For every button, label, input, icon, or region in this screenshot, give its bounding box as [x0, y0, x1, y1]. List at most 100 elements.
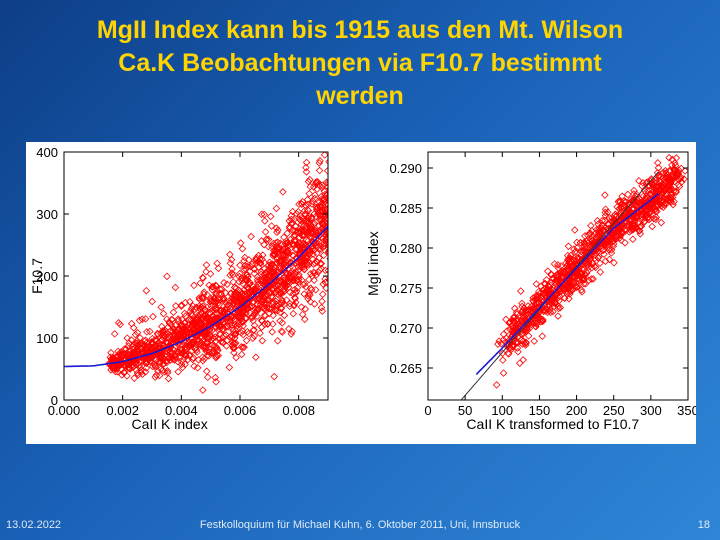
scatter-point	[617, 228, 626, 236]
scatter-point	[536, 318, 545, 326]
slide-title: MgII Index kann bis 1915 aus den Mt. Wil…	[30, 14, 690, 113]
scatter-point	[276, 257, 284, 265]
scatter-point	[117, 365, 126, 374]
scatter-point	[531, 322, 540, 331]
scatter-point	[272, 224, 281, 232]
scatter-point	[513, 315, 522, 323]
scatter-point	[129, 361, 137, 369]
scatter-point	[315, 221, 323, 230]
scatter-point	[325, 158, 328, 165]
scatter-point	[567, 251, 575, 260]
scatter-point	[527, 302, 536, 311]
scatter-point	[303, 195, 312, 204]
scatter-point	[594, 254, 602, 262]
scatter-point	[138, 341, 146, 350]
scatter-point	[110, 330, 119, 338]
scatter-point	[248, 260, 257, 268]
scatter-point	[288, 207, 297, 216]
scatter-point	[196, 303, 205, 311]
scatter-point	[316, 157, 324, 165]
scatter-point	[561, 267, 569, 276]
scatter-point	[277, 327, 286, 335]
scatter-point	[665, 153, 673, 162]
scatter-point	[163, 338, 171, 347]
scatter-point	[241, 253, 249, 262]
scatter-point	[202, 307, 211, 315]
scatter-point	[155, 371, 164, 380]
scatter-point	[204, 373, 212, 382]
scatter-point	[315, 166, 324, 175]
scatter-point	[212, 378, 220, 386]
scatter-point	[513, 344, 522, 352]
y-tick-label: 0.285	[389, 201, 422, 216]
scatter-point	[318, 307, 327, 315]
scatter-point	[132, 348, 140, 356]
scatter-point	[325, 221, 328, 228]
scatter-point	[180, 309, 189, 318]
scatter-point	[635, 227, 643, 235]
scatter-point	[280, 260, 289, 268]
scatter-point	[643, 194, 651, 202]
scatter-point	[329, 185, 335, 191]
scatter-point	[504, 350, 513, 358]
scatter-points	[105, 152, 336, 394]
scatter-point	[539, 317, 547, 325]
scatter-point	[323, 190, 328, 198]
scatter-point	[223, 336, 231, 345]
scatter-point	[149, 343, 158, 351]
scatter-point	[219, 325, 227, 334]
scatter-point	[570, 245, 578, 253]
scatter-point	[325, 243, 328, 250]
scatter-point	[212, 282, 220, 290]
scatter-point	[309, 197, 317, 206]
scatter-point	[268, 285, 276, 294]
scatter-point	[537, 315, 545, 323]
scatter-point	[138, 315, 147, 323]
scatter-point	[538, 332, 547, 340]
scatter-point	[492, 381, 501, 389]
x-tick-label: 300	[640, 403, 662, 418]
scatter-point	[540, 307, 549, 315]
scatter-point	[330, 282, 336, 288]
scatter-point	[315, 159, 324, 167]
scatter-point	[148, 340, 157, 349]
x-tick-label: 250	[603, 403, 625, 418]
scatter-point	[511, 304, 519, 313]
scatter-point	[228, 341, 237, 349]
scatter-point	[125, 351, 134, 359]
scatter-point	[171, 283, 180, 292]
scatter-point	[194, 323, 203, 331]
scatter-point	[245, 256, 253, 264]
scatter-point	[327, 244, 328, 246]
scatter-point	[125, 339, 133, 347]
scatter-point	[287, 211, 296, 220]
scatter-point	[654, 164, 663, 172]
scatter-point	[297, 303, 306, 311]
scatter-point	[325, 193, 328, 198]
scatter-point	[238, 327, 247, 335]
scatter-point	[264, 235, 273, 244]
scatter-point	[205, 281, 213, 290]
scatter-point	[256, 275, 265, 284]
scatter-point	[564, 251, 572, 260]
right-scatter-plot: 0 50 100 150 200 250 300 350 0.265 0.270 0.275 0.28…	[365, 151, 696, 432]
scatter-point	[243, 295, 252, 304]
scatter-point	[601, 257, 610, 265]
scatter-point	[329, 160, 335, 166]
x-tick-label: 200	[566, 403, 588, 418]
scatter-point	[157, 353, 165, 361]
scatter-point	[129, 324, 138, 332]
scatter-point	[307, 221, 315, 229]
scatter-point	[622, 218, 631, 227]
scatter-point	[231, 327, 240, 335]
scatter-point	[298, 256, 306, 265]
scatter-point	[272, 243, 280, 251]
scatter-point	[174, 315, 182, 323]
scatter-point	[555, 292, 564, 301]
scatter-point	[215, 325, 224, 333]
scatter-point	[318, 290, 327, 299]
scatter-point	[588, 237, 597, 245]
scatter-point	[588, 264, 596, 272]
scatter-point	[319, 251, 328, 260]
scatter-point	[285, 224, 294, 233]
